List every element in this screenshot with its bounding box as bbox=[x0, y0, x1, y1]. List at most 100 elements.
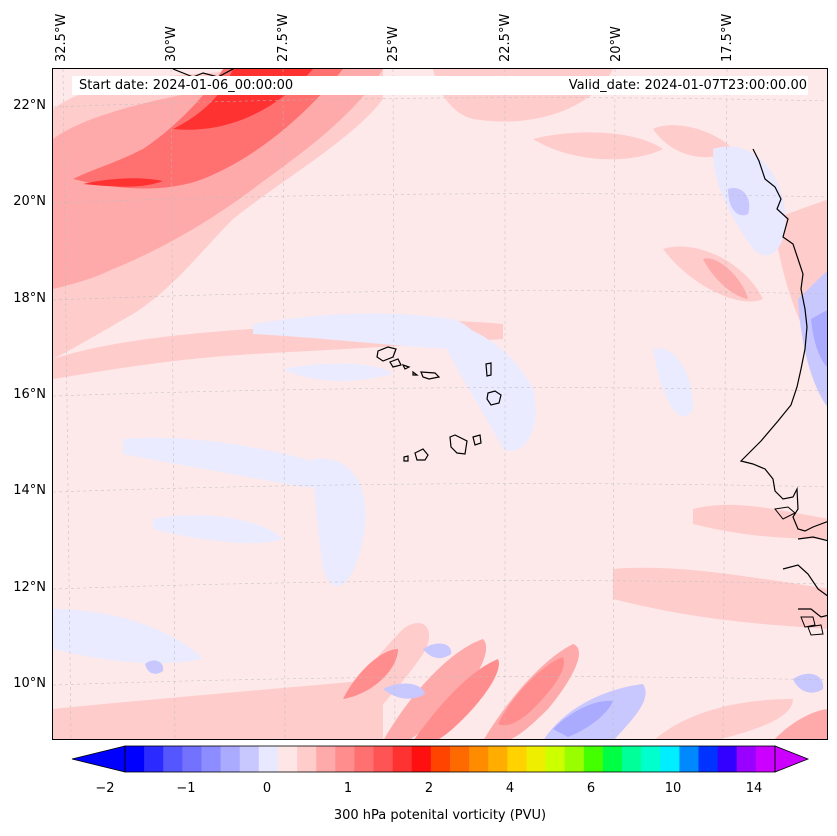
coastline bbox=[739, 148, 827, 532]
colorbar-segment bbox=[163, 746, 183, 772]
pv-stripe bbox=[384, 639, 487, 739]
colorbar-segment bbox=[354, 746, 375, 772]
coastline bbox=[797, 536, 827, 542]
latitude-label: 16°N bbox=[13, 387, 46, 402]
colorbar-tick: −2 bbox=[95, 781, 115, 796]
colorbar-tick: 1 bbox=[343, 781, 353, 796]
coastline bbox=[172, 69, 234, 78]
low-pv-blob bbox=[553, 700, 613, 737]
colorbar-segment bbox=[660, 746, 680, 772]
colorbar-segment bbox=[411, 746, 432, 772]
date-banner bbox=[72, 76, 808, 95]
colorbar bbox=[71, 745, 810, 773]
colorbar-tick: 6 bbox=[586, 781, 596, 796]
colorbar-segment bbox=[239, 746, 260, 772]
colorbar-segment bbox=[488, 746, 508, 772]
colorbar-tick: 4 bbox=[505, 781, 515, 796]
coastline bbox=[782, 564, 827, 597]
colorbar-segment bbox=[297, 746, 317, 772]
pv-stripe bbox=[414, 659, 499, 739]
colorbar-segment bbox=[755, 746, 776, 772]
latitude-label: 20°N bbox=[13, 194, 46, 209]
pv-stripe bbox=[655, 699, 793, 739]
longitude-label: 25°W bbox=[386, 26, 401, 62]
valid-date-label: Valid_date: 2024-01-07T23:00:00.00 bbox=[568, 78, 807, 93]
colorbar-segment bbox=[469, 746, 489, 772]
colorbar-segment bbox=[450, 746, 470, 772]
colorbar-extend-min bbox=[71, 745, 126, 773]
colorbar-segment bbox=[392, 746, 413, 772]
colorbar-tick: −1 bbox=[176, 781, 196, 796]
graticule bbox=[53, 69, 827, 739]
colorbar-label: 300 hPa potenital vorticity (PVU) bbox=[333, 808, 547, 823]
colorbar-segment bbox=[507, 746, 527, 772]
low-pv-patch bbox=[811, 310, 827, 367]
low-pv-patch bbox=[713, 146, 786, 256]
colorbar-segment bbox=[182, 746, 202, 772]
cape-verde-islands bbox=[376, 346, 502, 462]
pv-stripe bbox=[343, 649, 398, 699]
colorbar-segment bbox=[736, 746, 757, 772]
colorbar-segment bbox=[641, 746, 661, 772]
pv-stripe bbox=[264, 689, 333, 739]
colorbar-tick: 10 bbox=[664, 781, 682, 796]
colorbar-segment bbox=[526, 746, 547, 772]
pv-stripe bbox=[498, 657, 564, 726]
colorbar-segment bbox=[144, 746, 164, 772]
low-pv-streak bbox=[53, 609, 203, 664]
low-pv-blob bbox=[145, 660, 164, 674]
map-panel bbox=[52, 68, 828, 740]
low-pv-blob bbox=[383, 683, 425, 699]
colorbar-segment bbox=[698, 746, 719, 772]
colorbar-segment bbox=[430, 746, 451, 772]
colorbar-segment bbox=[583, 746, 604, 772]
coastline bbox=[807, 624, 824, 636]
low-pv-streak bbox=[653, 348, 693, 417]
low-pv-streak bbox=[313, 458, 366, 586]
longitude-label: 20°W bbox=[609, 26, 624, 62]
latitude-label: 22°N bbox=[13, 98, 46, 113]
low-pv-streak bbox=[253, 313, 477, 349]
colorbar-segment bbox=[602, 746, 623, 772]
low-pv-streak bbox=[433, 319, 536, 451]
coastline bbox=[800, 616, 816, 628]
low-pv-streak bbox=[283, 363, 393, 381]
pv-contour-map bbox=[53, 69, 827, 739]
longitude-label: 30°W bbox=[164, 26, 179, 62]
colorbar-segment bbox=[717, 746, 738, 772]
low-pv-blob bbox=[793, 673, 824, 693]
coastline bbox=[798, 608, 827, 618]
coastline bbox=[774, 506, 796, 520]
latitude-label: 10°N bbox=[13, 676, 46, 691]
colorbar-segment bbox=[373, 746, 394, 772]
start-date-label: Start date: 2024-01-06_00:00:00 bbox=[79, 78, 294, 93]
pv-patch bbox=[703, 258, 748, 299]
colorbar-outline bbox=[124, 745, 776, 773]
colorbar-segment bbox=[125, 746, 145, 772]
low-pv-streak bbox=[153, 515, 283, 544]
colorbar-segment bbox=[220, 746, 241, 772]
latitude-label: 18°N bbox=[13, 291, 46, 306]
low-pv-streak bbox=[123, 437, 327, 488]
latitude-label: 14°N bbox=[13, 483, 46, 498]
longitude-label: 27.5°W bbox=[276, 13, 291, 62]
colorbar-extend-max bbox=[774, 745, 810, 773]
pv-band-mid bbox=[53, 69, 383, 289]
colorbar-segment bbox=[622, 746, 642, 772]
pv-core bbox=[83, 178, 163, 187]
pv-stripe bbox=[774, 709, 827, 739]
longitude-label: 22.5°W bbox=[498, 13, 513, 62]
latitude-label: 12°N bbox=[13, 580, 46, 595]
longitude-label: 32.5°W bbox=[54, 13, 69, 62]
longitude-label: 17.5°W bbox=[720, 13, 735, 62]
colorbar-segment bbox=[277, 746, 298, 772]
colorbar-segment bbox=[258, 746, 279, 772]
colorbar-segment bbox=[316, 746, 336, 772]
colorbar-segment bbox=[545, 746, 566, 772]
colorbar-segment bbox=[201, 746, 222, 772]
colorbar-tick: 2 bbox=[424, 781, 434, 796]
low-pv-patch bbox=[798, 270, 827, 407]
pv-patch bbox=[533, 132, 663, 160]
colorbar-segment bbox=[335, 746, 355, 772]
colorbar-tick: 14 bbox=[745, 781, 763, 796]
